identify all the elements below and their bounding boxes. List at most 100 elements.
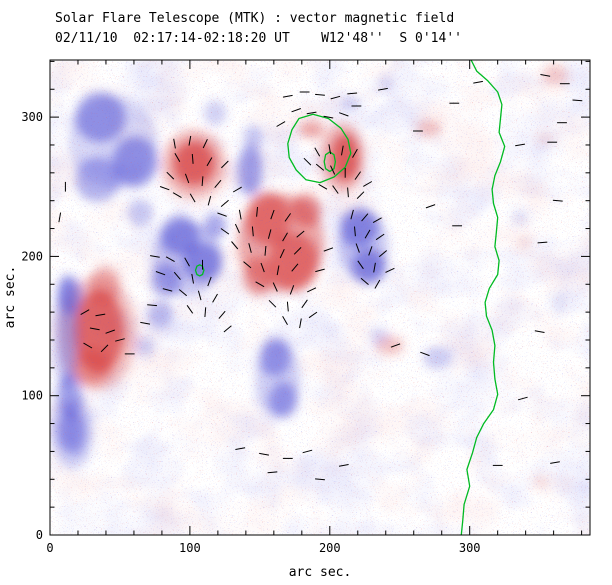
- field-vector: [352, 148, 358, 158]
- field-vector: [221, 160, 229, 169]
- field-vector: [299, 318, 302, 329]
- field-vector: [220, 199, 229, 207]
- field-vector: [251, 226, 254, 237]
- field-vector: [100, 344, 109, 353]
- field-vector: [207, 195, 212, 206]
- x-tick-label: 0: [46, 541, 53, 555]
- field-vector: [212, 293, 218, 303]
- field-vector: [315, 93, 325, 96]
- field-vector: [189, 193, 196, 203]
- field-vector: [284, 213, 292, 222]
- field-vector: [364, 229, 371, 239]
- field-vector: [232, 186, 242, 193]
- field-vector: [202, 138, 208, 149]
- field-vector: [217, 212, 227, 217]
- field-vector: [260, 262, 265, 273]
- field-vector: [220, 228, 230, 235]
- field-vector: [89, 327, 100, 331]
- field-vector: [361, 213, 369, 222]
- field-vector: [550, 461, 560, 464]
- field-vector: [259, 452, 269, 456]
- field-vector: [231, 241, 239, 250]
- y-tick-label: 0: [36, 528, 43, 542]
- field-vector: [420, 351, 430, 357]
- field-vector: [150, 255, 160, 258]
- field-vector: [296, 230, 305, 238]
- field-vector: [186, 305, 194, 314]
- field-vector: [282, 316, 288, 325]
- field-vector: [515, 143, 525, 147]
- field-vector: [354, 171, 362, 180]
- field-vector: [276, 265, 280, 276]
- axes: 0 100 200 300 0 100 200 300: [21, 59, 591, 555]
- field-vector: [218, 310, 226, 319]
- field-vector: [272, 282, 278, 292]
- field-vector: [105, 329, 115, 334]
- field-vector: [191, 153, 194, 164]
- field-vector: [357, 260, 364, 270]
- field-vector: [178, 289, 188, 297]
- field-vector: [534, 330, 545, 333]
- field-vector: [206, 157, 213, 167]
- field-vector: [282, 94, 293, 98]
- field-vector: [338, 464, 349, 467]
- field-vector: [147, 304, 158, 307]
- field-vector: [572, 99, 583, 102]
- field-vector: [517, 396, 528, 401]
- field-vector: [552, 199, 563, 202]
- field-vector: [155, 271, 166, 276]
- field-vector: [95, 313, 106, 317]
- field-vector: [286, 301, 289, 312]
- field-vector: [301, 299, 308, 309]
- field-vector: [328, 144, 332, 155]
- field-vector: [375, 233, 385, 241]
- field-vector: [223, 325, 232, 333]
- field-vector: [291, 108, 301, 113]
- field-vector: [332, 185, 339, 194]
- field-vector: [191, 273, 194, 284]
- field-vector: [347, 92, 358, 95]
- field-vector: [372, 217, 382, 224]
- field-vector: [279, 248, 285, 259]
- field-vector: [315, 478, 325, 481]
- field-vector: [267, 229, 272, 239]
- field-vector: [291, 263, 299, 272]
- field-vector: [173, 271, 181, 280]
- field-vector: [347, 187, 349, 198]
- field-vector: [289, 285, 295, 295]
- x-tick-label: 300: [459, 541, 481, 555]
- field-vector: [248, 243, 252, 253]
- field-vector: [184, 257, 190, 267]
- field-vector: [378, 87, 388, 91]
- field-vector: [270, 209, 275, 220]
- field-vector: [341, 145, 344, 156]
- field-vector: [238, 209, 242, 220]
- field-vector: [204, 307, 207, 318]
- field-vector: [166, 171, 175, 180]
- field-vector: [83, 342, 93, 349]
- field-vector: [264, 245, 267, 256]
- field-vector: [162, 288, 173, 292]
- field-vector: [58, 212, 62, 223]
- field-vector: [276, 121, 286, 127]
- field-vector: [173, 138, 176, 149]
- figure-title: Solar Flare Telescope (MTK) : vector mag…: [55, 11, 454, 26]
- field-vector: [188, 135, 192, 146]
- field-vector: [473, 80, 483, 84]
- y-axis-title: arc sec.: [3, 266, 18, 329]
- field-vector: [374, 279, 381, 289]
- x-axis-title: arc sec.: [289, 565, 352, 580]
- field-vector: [306, 287, 317, 293]
- field-vector: [184, 173, 190, 184]
- field-vector: [354, 226, 356, 237]
- figure-subtitle: 02/11/10 02:17:14-02:18:20 UT W12'48'' S…: [55, 31, 462, 46]
- field-vector: [268, 299, 277, 308]
- field-vector: [174, 153, 181, 162]
- field-vector: [425, 204, 436, 209]
- field-vector: [256, 206, 258, 217]
- x-tick-label: 100: [179, 541, 201, 555]
- field-vector: [255, 281, 265, 288]
- limb-neutral-line: [460, 60, 506, 535]
- field-vector: [537, 241, 548, 244]
